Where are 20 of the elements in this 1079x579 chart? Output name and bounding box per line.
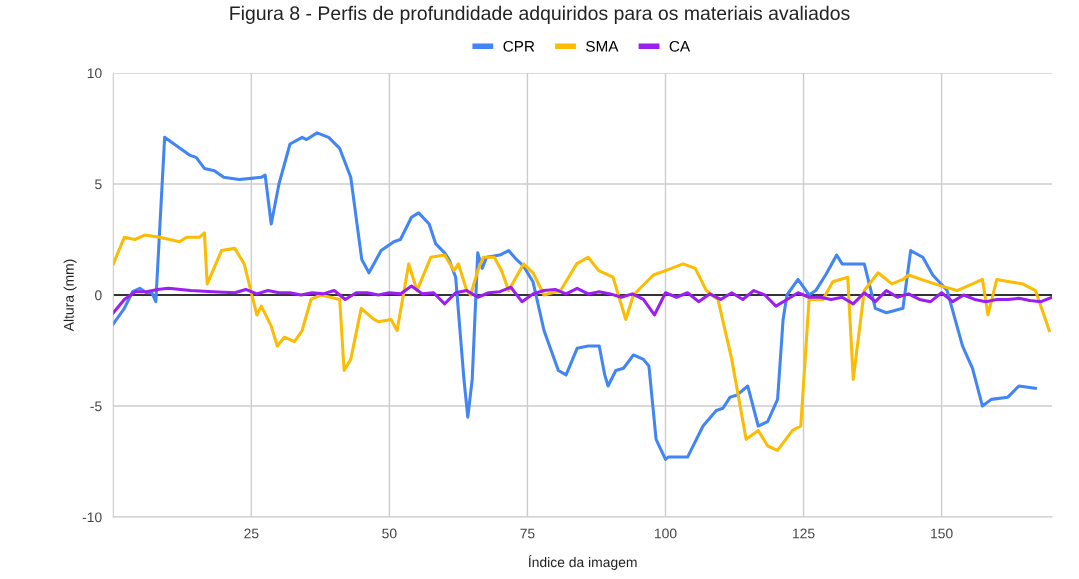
x-tick-label: 75 <box>520 528 535 539</box>
x-tick-label: 50 <box>382 528 397 539</box>
y-tick-label: 10 <box>87 68 102 79</box>
x-axis-title: Índice da imagem <box>528 554 637 570</box>
legend-label: SMA <box>586 40 619 52</box>
line-series <box>113 131 1037 461</box>
y-tick-label: 5 <box>95 179 102 190</box>
x-tick-label: 100 <box>654 528 677 539</box>
y-tick-label: 0 <box>95 290 102 301</box>
x-tick-label: 150 <box>931 528 953 539</box>
y-tick-label: -5 <box>90 401 102 412</box>
chart-title: Figura 8 - Perfis de profundidade adquiridos para os materiais avaliados <box>230 5 850 24</box>
x-tick-label: 125 <box>793 528 815 539</box>
y-tick-label: -10 <box>82 512 102 523</box>
legend-label: CPR <box>503 40 535 52</box>
x-tick-label: 25 <box>244 528 259 539</box>
line-series <box>113 231 1051 452</box>
y-axis-title: Altura (mm) <box>63 259 77 332</box>
legend-label: CA <box>669 40 691 52</box>
line-series <box>113 284 1053 317</box>
